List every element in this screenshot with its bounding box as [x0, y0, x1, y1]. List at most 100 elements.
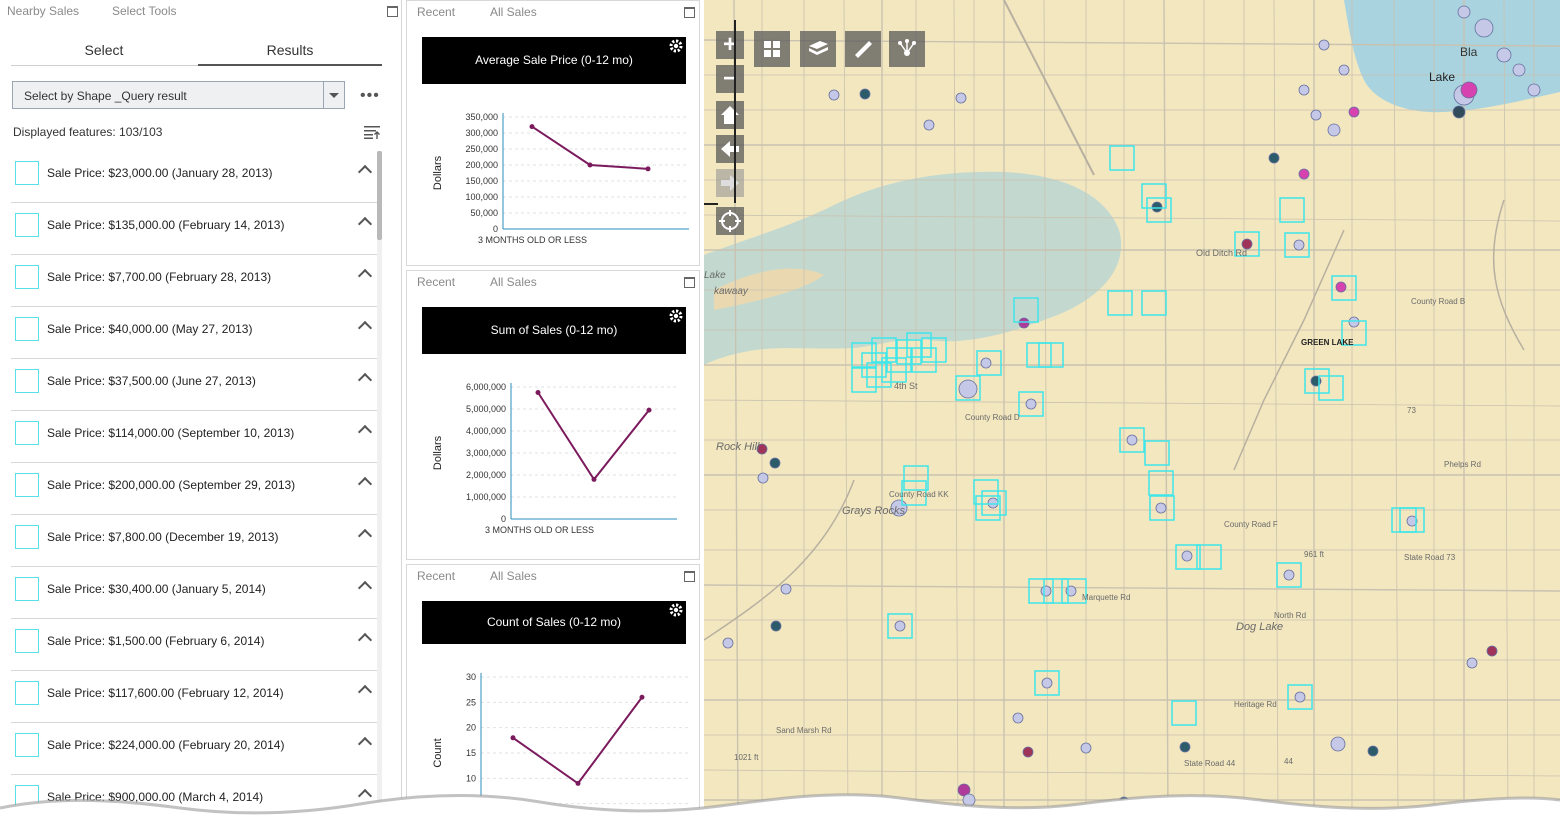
sale-point — [1330, 736, 1346, 752]
sale-point — [1268, 152, 1280, 164]
previous-extent-button[interactable] — [716, 135, 744, 163]
gear-icon[interactable] — [668, 38, 684, 54]
result-list: Sale Price: $23,000.00 (January 28, 2013… — [11, 151, 377, 823]
list-item[interactable]: Sale Price: $7,800.00 (December 19, 2013… — [11, 515, 377, 567]
chevron-up-icon[interactable] — [357, 476, 373, 492]
list-item[interactable]: Sale Price: $1,500.00 (February 6, 2014) — [11, 619, 377, 671]
chevron-up-icon[interactable] — [357, 216, 373, 232]
list-item[interactable]: Sale Price: $224,000.00 (February 20, 20… — [11, 723, 377, 775]
maximize-icon[interactable] — [684, 7, 695, 18]
tab-all-sales[interactable]: All Sales — [490, 275, 537, 289]
map-view[interactable]: Lake Bla GREEN LAKE Rock Hill Grays Rocks Dog… — [704, 0, 1560, 823]
list-item[interactable]: Sale Price: $37,500.00 (June 27, 2013) — [11, 359, 377, 411]
result-checkbox[interactable] — [15, 629, 39, 653]
list-item[interactable]: Sale Price: $40,000.00 (May 27, 2013) — [11, 307, 377, 359]
zoom-in-button[interactable]: + — [716, 31, 744, 59]
result-checkbox[interactable] — [15, 161, 39, 185]
selection-box — [1341, 320, 1367, 346]
y-axis-label: Count — [432, 738, 444, 767]
scrollbar-thumb[interactable] — [377, 151, 382, 240]
tab-results[interactable]: Results — [266, 42, 314, 58]
basemap-gallery-button[interactable] — [754, 31, 790, 67]
road — [704, 214, 1560, 222]
result-checkbox[interactable] — [15, 369, 39, 393]
map-label: Heritage Rd — [1234, 700, 1277, 709]
home-button[interactable] — [716, 101, 744, 129]
y-tick-label: 250,000 — [465, 144, 498, 154]
list-item[interactable]: Sale Price: $23,000.00 (January 28, 2013… — [11, 151, 377, 203]
data-point — [646, 407, 652, 413]
chevron-up-icon[interactable] — [357, 632, 373, 648]
result-checkbox[interactable] — [15, 265, 39, 289]
sale-point — [859, 88, 871, 100]
selection-box — [906, 332, 932, 358]
result-checkbox[interactable] — [15, 733, 39, 757]
zoom-out-button[interactable]: − — [716, 65, 744, 93]
sale-point — [769, 457, 781, 469]
layers-button[interactable] — [800, 31, 836, 67]
selection-box — [973, 479, 999, 505]
road — [1492, 199, 1525, 351]
sale-point — [1318, 39, 1330, 51]
tab-recent[interactable]: Recent — [417, 275, 456, 289]
result-checkbox[interactable] — [15, 473, 39, 497]
list-item[interactable]: Sale Price: $7,700.00 (February 28, 2013… — [11, 255, 377, 307]
sale-point — [980, 357, 992, 369]
result-checkbox[interactable] — [15, 525, 39, 549]
share-button[interactable] — [889, 31, 925, 67]
tab-recent[interactable]: Recent — [417, 569, 456, 583]
chevron-up-icon[interactable] — [357, 320, 373, 336]
scrollbar[interactable] — [377, 151, 382, 823]
chart-title-bar: Average Sale Price (0-12 mo) — [422, 37, 686, 84]
maximize-icon[interactable] — [684, 571, 695, 582]
selection-box — [1234, 231, 1260, 257]
chevron-up-icon[interactable] — [357, 424, 373, 440]
list-options-icon[interactable] — [364, 125, 380, 139]
list-item[interactable]: Sale Price: $200,000.00 (September 29, 2… — [11, 463, 377, 515]
selection-box — [866, 362, 892, 388]
chevron-up-icon[interactable] — [357, 684, 373, 700]
maximize-icon[interactable] — [684, 277, 695, 288]
result-checkbox[interactable] — [15, 213, 39, 237]
chevron-up-icon[interactable] — [357, 736, 373, 752]
list-item[interactable]: Sale Price: $30,400.00 (January 5, 2014) — [11, 567, 377, 619]
tab-nearby-sales[interactable]: Nearby Sales — [7, 4, 80, 18]
chart-tab-bar: Recent All Sales — [407, 1, 699, 23]
y-tick-label: 200,000 — [465, 160, 498, 170]
list-item[interactable]: Sale Price: $135,000.00 (February 14, 20… — [11, 203, 377, 255]
tab-all-sales[interactable]: All Sales — [490, 5, 537, 19]
chevron-up-icon[interactable] — [357, 164, 373, 180]
locate-button[interactable] — [716, 207, 744, 235]
tab-all-sales[interactable]: All Sales — [490, 569, 537, 583]
data-point — [639, 694, 645, 700]
tab-select[interactable]: Select — [84, 42, 124, 58]
next-extent-button[interactable] — [716, 169, 744, 197]
tab-select-tools[interactable]: Select Tools — [112, 4, 177, 18]
y-tick-label: 100,000 — [465, 192, 498, 202]
chevron-down-icon[interactable] — [323, 82, 344, 108]
chevron-up-icon[interactable] — [357, 528, 373, 544]
chevron-up-icon[interactable] — [357, 580, 373, 596]
list-item[interactable]: Sale Price: $117,600.00 (February 12, 20… — [11, 671, 377, 723]
result-label: Sale Price: $224,000.00 (February 20, 20… — [47, 738, 285, 752]
gear-icon[interactable] — [668, 602, 684, 618]
sale-point — [1457, 5, 1471, 19]
layers-icon — [809, 41, 828, 55]
selection-box — [901, 480, 927, 506]
more-options-icon[interactable]: ••• — [360, 87, 380, 104]
query-result-dropdown[interactable]: Select by Shape _Query result — [12, 81, 345, 109]
chevron-up-icon[interactable] — [357, 372, 373, 388]
result-checkbox[interactable] — [15, 681, 39, 705]
tab-recent[interactable]: Recent — [417, 5, 456, 19]
map-canvas[interactable]: Lake Bla GREEN LAKE Rock Hill Grays Rocks Dog… — [704, 0, 1560, 823]
maximize-icon[interactable] — [387, 6, 398, 17]
chevron-up-icon[interactable] — [357, 268, 373, 284]
list-item[interactable]: Sale Price: $114,000.00 (September 10, 2… — [11, 411, 377, 463]
measure-button[interactable] — [845, 31, 881, 67]
result-checkbox[interactable] — [15, 317, 39, 341]
result-checkbox[interactable] — [15, 577, 39, 601]
gear-icon[interactable] — [668, 308, 684, 324]
selection-box — [1391, 507, 1417, 533]
sale-point — [1466, 657, 1478, 669]
result-checkbox[interactable] — [15, 421, 39, 445]
